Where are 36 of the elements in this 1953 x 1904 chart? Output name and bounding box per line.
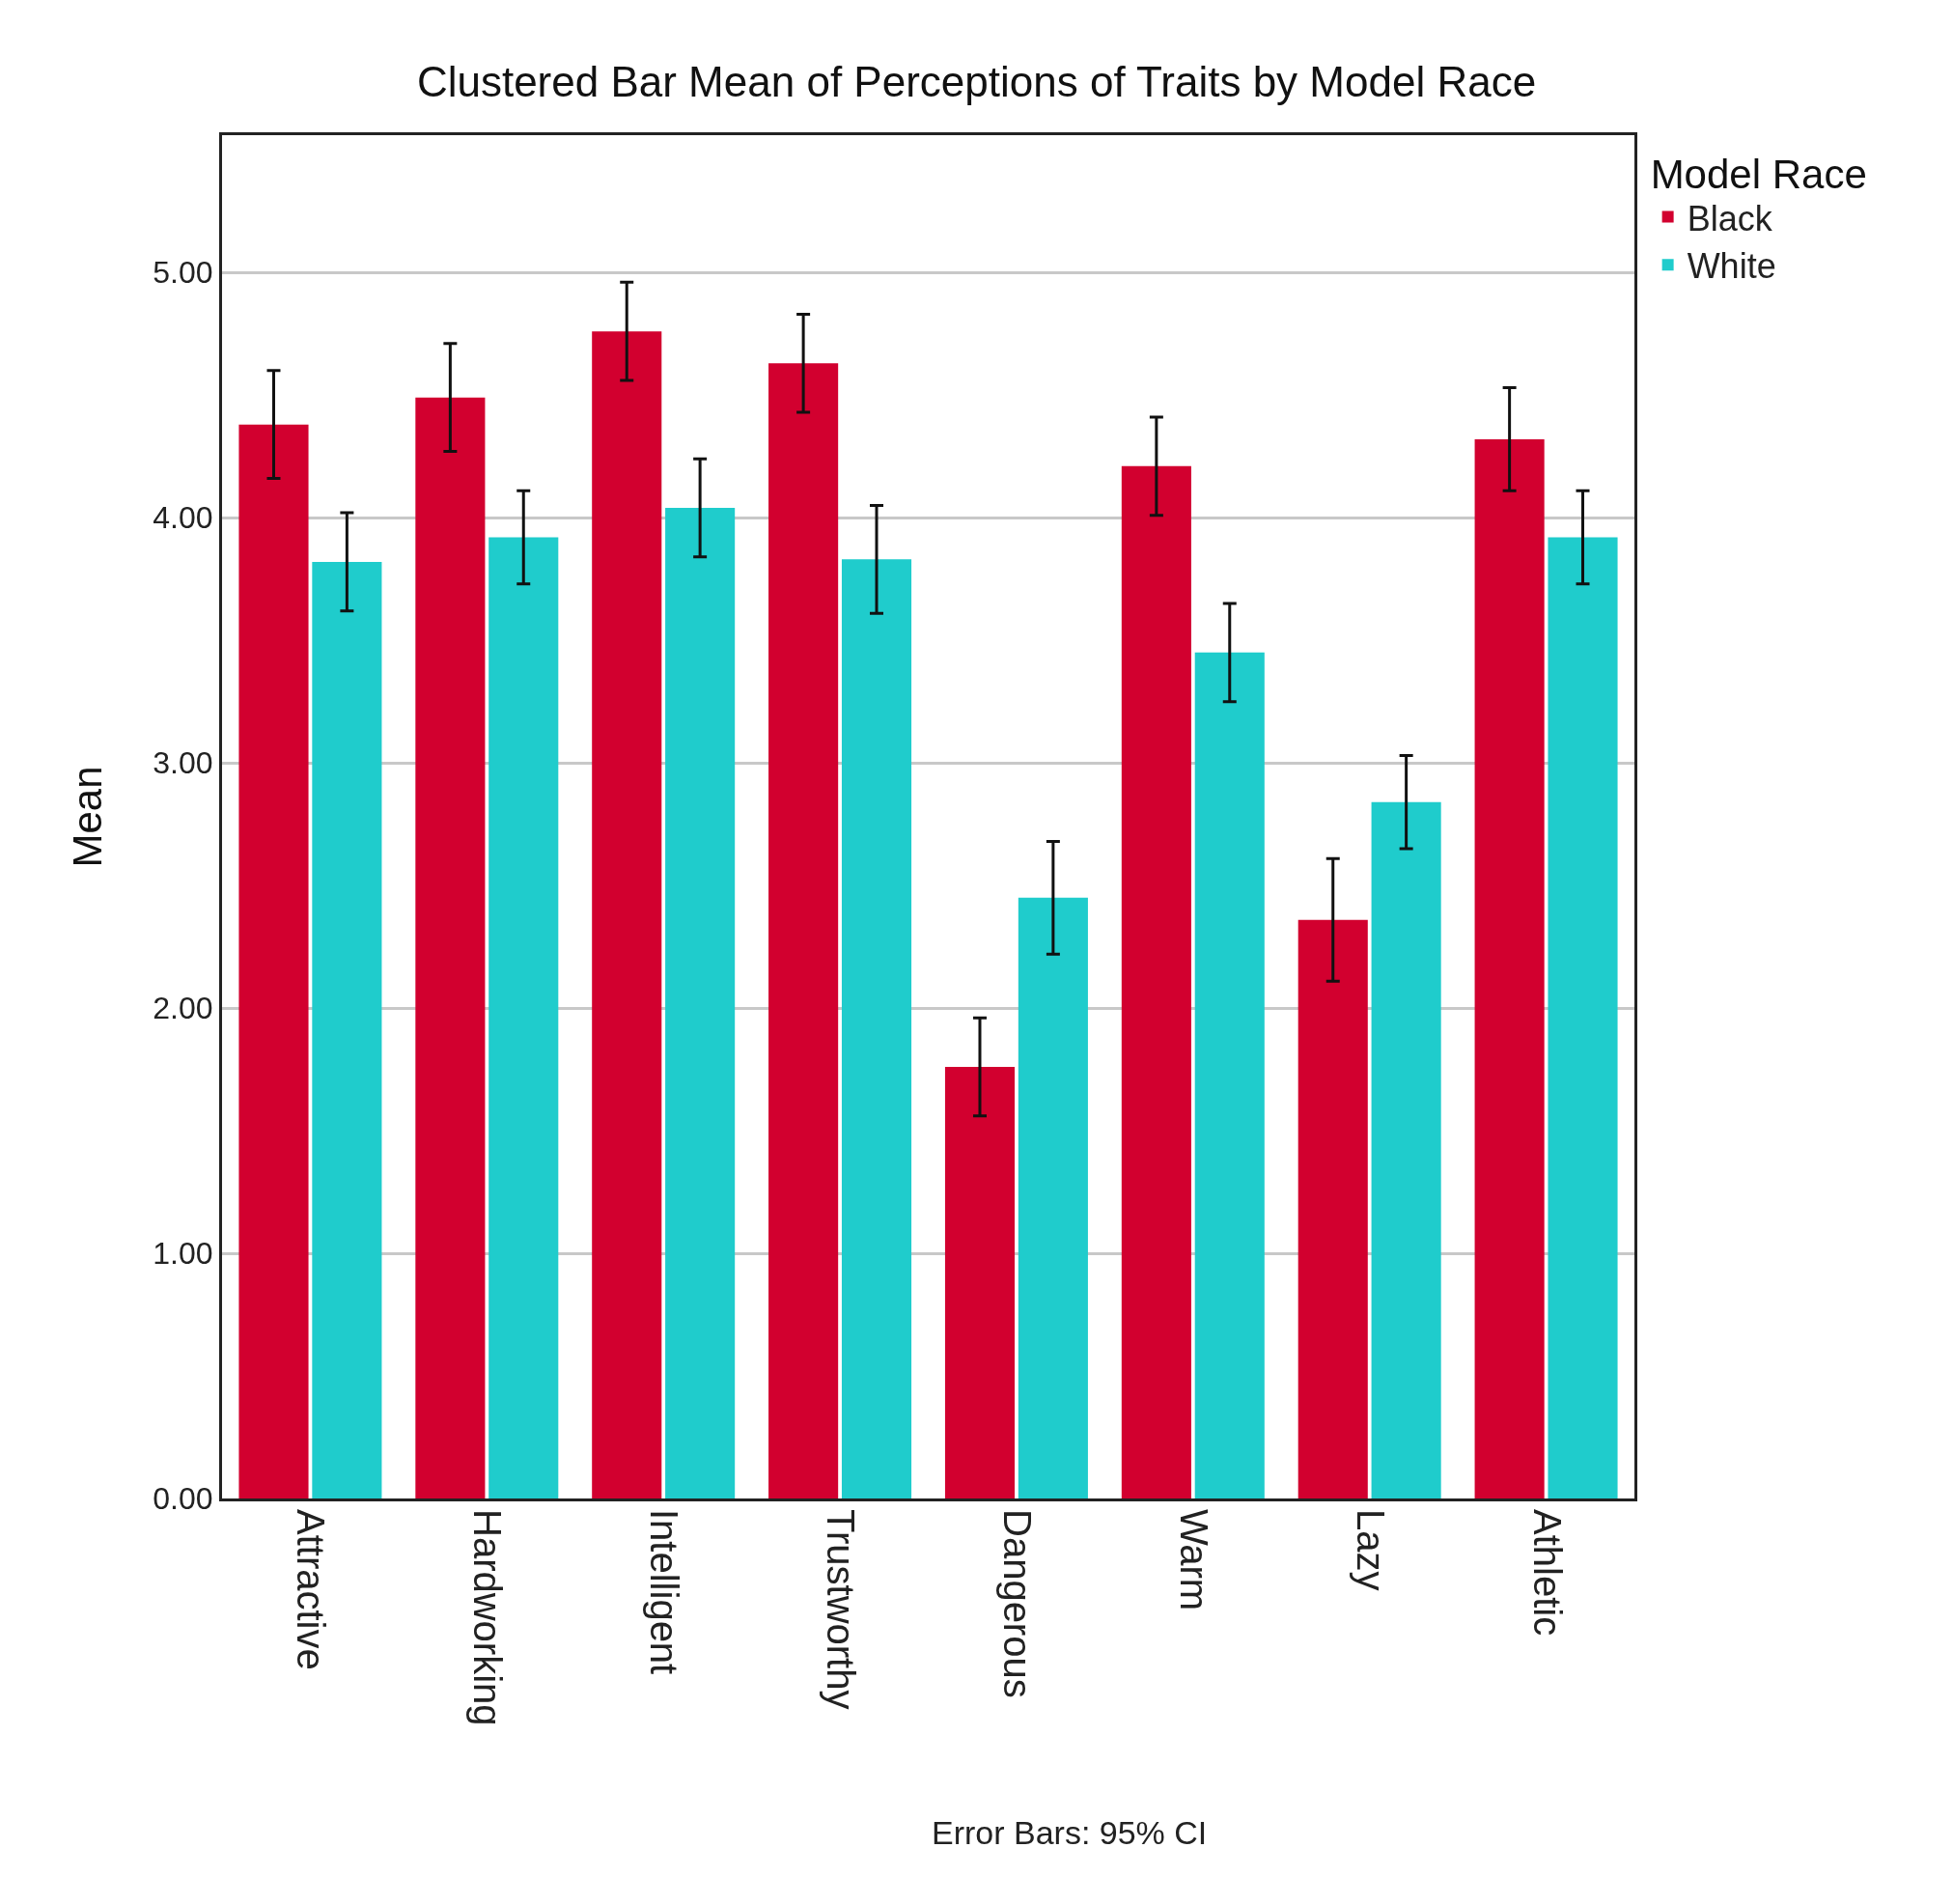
x-tick-label: Athletic	[1525, 1509, 1569, 1637]
bar	[1018, 897, 1088, 1498]
chart-title: Clustered Bar Mean of Perceptions of Traits by Model Race	[416, 57, 1537, 105]
bar	[592, 331, 662, 1498]
bar	[1371, 801, 1441, 1498]
x-tick-label: Trustworthy	[820, 1509, 863, 1710]
bar	[1297, 919, 1368, 1498]
text: Error Bars: 95% CI	[932, 1814, 1208, 1851]
legend-label: White	[1687, 246, 1776, 287]
y-axis-title: Mean	[65, 766, 111, 868]
bar	[1194, 652, 1265, 1498]
bar	[768, 363, 839, 1498]
y-tick-label: 4.00	[153, 500, 213, 536]
x-tick-label: Warm	[1172, 1509, 1215, 1611]
bar	[1474, 438, 1545, 1498]
legend-label: Black	[1687, 198, 1773, 238]
y-tick-label: 1.00	[153, 1236, 213, 1272]
bar	[312, 561, 382, 1498]
bar	[238, 424, 309, 1498]
bar	[841, 559, 912, 1498]
y-tick-label: 5.00	[153, 255, 213, 291]
bar	[1121, 465, 1191, 1498]
bar	[665, 508, 736, 1498]
y-tick-label: 2.00	[153, 991, 213, 1026]
x-tick-label: Attractive	[290, 1509, 333, 1670]
bar	[488, 537, 559, 1498]
bar	[1548, 537, 1618, 1498]
bar	[944, 1067, 1016, 1498]
y-tick-label: 0.00	[153, 1481, 213, 1517]
x-tick-label: Hardworking	[466, 1509, 510, 1726]
x-tick-label: Intelligent	[643, 1509, 686, 1675]
x-tick-label: Lazy	[1349, 1509, 1392, 1591]
bar	[415, 397, 486, 1498]
legend-title: Model Race	[1650, 151, 1867, 197]
x-tick-label: Dangerous	[995, 1509, 1039, 1698]
y-tick-label: 3.00	[153, 745, 213, 781]
